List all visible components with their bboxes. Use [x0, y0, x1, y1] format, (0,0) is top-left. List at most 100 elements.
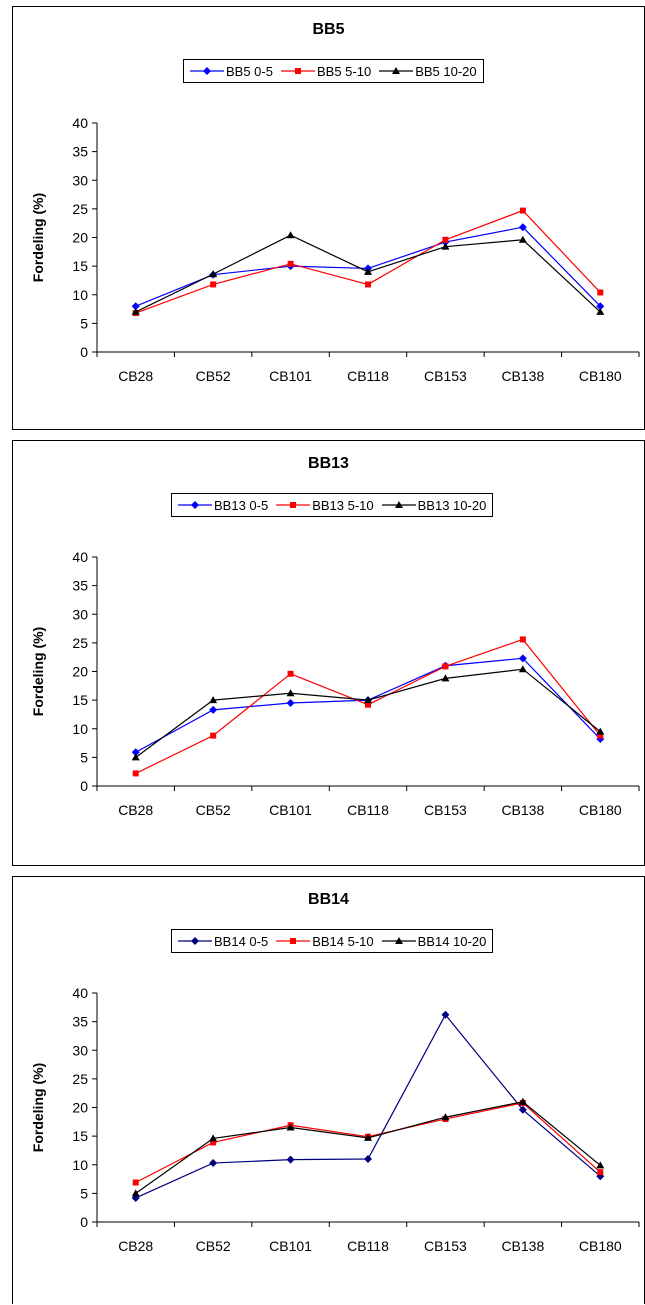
- x-tick-label: CB118: [347, 802, 389, 818]
- x-tick-label: CB118: [347, 1238, 389, 1254]
- legend-item: BB5 10-20: [379, 63, 477, 79]
- x-tick-label: CB153: [424, 368, 467, 384]
- data-point: [518, 1105, 527, 1114]
- data-point: [441, 1113, 450, 1121]
- legend-swatch-square-icon: [276, 938, 311, 944]
- data-point: [441, 242, 450, 250]
- x-tick-label: CB180: [579, 802, 622, 818]
- x-tick-label: CB180: [579, 368, 622, 384]
- data-point: [364, 1155, 372, 1164]
- chart-plot-area: 0 5 10 15 20 25 30 35 40 CB28 CB52 CB101 CB118 CB153 C…: [30, 549, 640, 818]
- y-tick-label: 30: [72, 1042, 88, 1058]
- data-point: [597, 1169, 604, 1176]
- legend-label: BB5 0-5: [226, 63, 273, 79]
- x-tick-label: CB52: [196, 368, 231, 384]
- data-point: [287, 670, 294, 677]
- chart-title: BB5: [312, 21, 345, 38]
- legend-swatch-triangle-icon: [381, 937, 416, 944]
- legend-item: BB13 10-20: [381, 497, 487, 513]
- y-tick-label: 10: [72, 721, 88, 737]
- data-point: [365, 281, 371, 288]
- legend-swatch-square-icon: [276, 502, 311, 508]
- data-point: [596, 307, 605, 315]
- legend-swatch-square-icon: [280, 68, 315, 74]
- chart-legend: BB5 0-5 BB5 5-10 BB5 10-20: [183, 59, 484, 83]
- data-point: [596, 1161, 605, 1169]
- legend-item: BB5 0-5: [190, 64, 273, 79]
- data-point: [597, 289, 604, 296]
- data-point: [131, 748, 140, 757]
- data-point: [210, 1139, 217, 1146]
- y-tick-label: 15: [72, 692, 88, 708]
- y-tick-label: 35: [72, 578, 88, 594]
- data-point: [209, 696, 218, 704]
- data-point: [518, 235, 527, 243]
- y-tick-label: 5: [80, 1185, 88, 1201]
- legend-label: BB13 10-20: [417, 497, 487, 513]
- y-tick-label: 10: [72, 1157, 88, 1173]
- data-point: [365, 701, 371, 708]
- data-point: [209, 705, 218, 714]
- data-point: [286, 231, 295, 239]
- data-point: [441, 1010, 450, 1019]
- y-tick-label: 30: [72, 606, 88, 622]
- data-point: [441, 674, 450, 682]
- chart-panel-bb14: BB14 BB14 0-5 BB14 5-10 BB14 10-20 0 5 10 1…: [12, 876, 645, 1304]
- series-line: [135, 1013, 601, 1199]
- x-tick-label: CB153: [424, 802, 467, 818]
- y-tick-label: 15: [72, 258, 88, 274]
- data-point: [131, 302, 140, 311]
- chart-title: BB13: [308, 455, 349, 472]
- data-point: [131, 1193, 140, 1202]
- y-axis-title: Fordeling (%): [30, 1063, 46, 1152]
- y-tick-label: 25: [72, 1071, 88, 1087]
- chart-plot-area: 0 5 10 15 20 25 30 35 40 CB28 CB52 CB101 CB118 CB153 C…: [30, 115, 640, 384]
- chart-legend: BB14 0-5 BB14 5-10 BB14 10-20: [171, 929, 494, 953]
- x-tick-label: CB101: [269, 802, 312, 818]
- x-tick-label: CB28: [118, 1238, 153, 1254]
- chart-panel-bb5: BB5 BB5 0-5 BB5 5-10 BB5 10-20 0 5 10 15 20 2…: [12, 6, 645, 430]
- data-point: [596, 302, 605, 311]
- data-point: [518, 665, 527, 673]
- data-point: [286, 698, 295, 707]
- legend-item: BB14 10-20: [381, 934, 486, 949]
- legend-label: BB5 10-20: [415, 63, 477, 79]
- series-line: [135, 209, 601, 314]
- data-point: [519, 636, 526, 643]
- y-tick-label: 20: [72, 1100, 88, 1116]
- data-point: [364, 267, 372, 275]
- data-point: [518, 654, 527, 663]
- x-tick-label: CB28: [118, 802, 153, 818]
- data-point: [442, 663, 449, 670]
- y-tick-label: 0: [80, 778, 88, 794]
- y-tick-label: 5: [80, 749, 88, 765]
- series-line: [135, 1102, 601, 1184]
- y-tick-label: 20: [72, 230, 88, 246]
- legend-swatch-triangle-icon: [381, 501, 416, 508]
- y-tick-label: 0: [80, 344, 88, 360]
- chart-title: BB14: [308, 891, 349, 908]
- x-tick-label: CB101: [269, 368, 312, 384]
- x-tick-label: CB153: [424, 1238, 467, 1254]
- y-tick-label: 35: [72, 144, 88, 160]
- data-point: [131, 1189, 140, 1197]
- legend-item: BB5 5-10: [280, 64, 371, 79]
- data-point: [364, 1133, 372, 1141]
- y-tick-label: 5: [80, 315, 88, 331]
- x-tick-label: CB118: [347, 368, 389, 384]
- y-tick-label: 0: [80, 1214, 88, 1230]
- data-point: [132, 1179, 139, 1186]
- x-tick-label: CB52: [196, 1238, 231, 1254]
- chart-legend: BB13 0-5 BB13 5-10 BB13 10-20: [171, 493, 494, 517]
- legend-item: BB14 0-5: [178, 934, 268, 949]
- y-tick-label: 25: [72, 635, 88, 651]
- data-point: [210, 281, 217, 288]
- data-point: [518, 223, 527, 232]
- x-tick-label: CB138: [501, 368, 544, 384]
- data-point: [518, 1097, 527, 1105]
- legend-item: BB14 5-10: [276, 934, 374, 949]
- data-point: [131, 307, 140, 315]
- data-point: [286, 1155, 295, 1164]
- legend-label: BB13 5-10: [312, 497, 374, 513]
- data-point: [287, 260, 294, 267]
